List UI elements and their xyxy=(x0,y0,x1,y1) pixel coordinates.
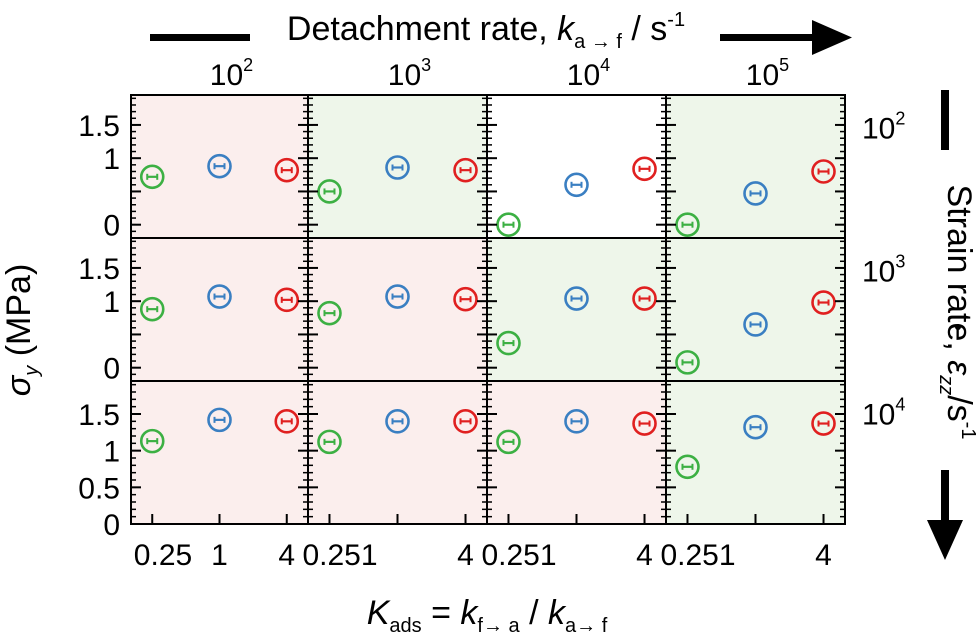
y-tick-label: 1.5 xyxy=(78,110,120,143)
data-point-red xyxy=(811,411,836,436)
data-point-red xyxy=(274,287,300,313)
panel-background-r2-c0 xyxy=(131,381,308,524)
data-point-red xyxy=(453,157,478,183)
data-point-red xyxy=(632,156,657,182)
data-point-red xyxy=(811,290,836,315)
top-tick-label: 105 xyxy=(746,55,789,92)
panel-background-r2-c1 xyxy=(308,381,487,524)
data-point-blue xyxy=(743,181,768,206)
y-tick-label: 0.5 xyxy=(78,472,120,505)
top-arrow-tail xyxy=(150,34,250,41)
panel-grid xyxy=(130,94,846,525)
data-point-blue xyxy=(564,286,589,311)
data-point-green xyxy=(139,428,165,454)
x-tick-label: 4 xyxy=(815,539,832,572)
top-tick-label: 102 xyxy=(210,55,253,92)
right-tick-label: 104 xyxy=(862,395,905,432)
strain-rate-dot xyxy=(955,324,961,330)
data-point-red xyxy=(274,409,300,434)
data-point-green xyxy=(675,454,700,480)
data-point-green xyxy=(675,350,700,375)
data-point-green xyxy=(139,296,165,322)
down-arrow-shaft xyxy=(941,470,949,530)
right-axis-label: Strain rate, εzz/s-1 xyxy=(935,185,978,440)
data-point-green xyxy=(496,429,521,455)
y-tick-label: 0 xyxy=(103,509,120,542)
data-point-green xyxy=(675,212,700,237)
panel-background-r2-c2 xyxy=(487,381,666,524)
y-tick-label: 0 xyxy=(103,210,120,243)
y-tick-label: 1 xyxy=(103,436,120,469)
data-point-green xyxy=(317,179,342,204)
right-tick-label: 102 xyxy=(862,109,905,146)
data-point-blue xyxy=(743,414,768,440)
data-point-green xyxy=(496,212,521,237)
top-arrow-shaft xyxy=(720,34,820,41)
x-tick-label: 4 xyxy=(278,539,295,572)
right-axis-title: Strain rate, εzz/s-1 xyxy=(927,90,978,560)
data-point-green xyxy=(496,330,521,356)
data-point-blue xyxy=(385,409,410,434)
panel-background-r1-c0 xyxy=(131,238,308,381)
x-tick-label: 4 xyxy=(457,539,474,572)
y-tick-label: 1 xyxy=(103,286,120,319)
data-point-green xyxy=(139,164,165,190)
x-tick-label: 4 xyxy=(636,539,653,572)
data-point-red xyxy=(811,159,836,184)
y-tick-label: 1.5 xyxy=(78,253,120,286)
panel-background-r1-c1 xyxy=(308,238,487,381)
data-point-blue xyxy=(385,284,410,309)
data-point-red xyxy=(632,286,657,311)
data-point-green xyxy=(317,429,342,455)
x-tick-label: 0.25 xyxy=(134,539,192,572)
data-point-blue xyxy=(564,172,589,198)
x-tick-label: 0.251 xyxy=(302,539,377,572)
data-point-red xyxy=(274,157,300,183)
top-tick-label: 103 xyxy=(388,55,431,92)
top-axis-label: Detachment rate, ka → f / s-1 xyxy=(287,9,685,53)
data-point-blue xyxy=(207,284,232,309)
right-tick-label: 103 xyxy=(862,252,905,289)
data-point-red xyxy=(453,286,478,312)
x-tick-label: 0.251 xyxy=(660,539,735,572)
top-tick-label: 104 xyxy=(567,55,610,92)
y-tick-label: 0 xyxy=(103,353,120,386)
right-arrow-icon xyxy=(812,20,852,55)
data-point-blue xyxy=(207,407,232,433)
top-axis-title: Detachment rate, ka → f / s-1 xyxy=(150,9,852,55)
data-point-red xyxy=(453,409,478,434)
left-axis-label: σy (MPa) xyxy=(0,264,43,397)
data-point-blue xyxy=(564,409,589,434)
x-tick-label: 0.251 xyxy=(481,539,556,572)
down-arrow-icon xyxy=(927,520,963,560)
y-tick-label: 1 xyxy=(103,143,120,176)
data-point-red xyxy=(632,411,657,436)
data-marks xyxy=(139,153,836,480)
data-point-green xyxy=(317,300,342,326)
data-point-blue xyxy=(743,312,768,337)
right-arrow-tail xyxy=(941,90,949,150)
data-point-blue xyxy=(385,155,410,180)
panel-background-r2-c3 xyxy=(666,381,845,524)
x-tick-label: 1 xyxy=(211,539,228,572)
data-point-blue xyxy=(207,153,232,179)
y-tick-label: 1.5 xyxy=(78,399,120,432)
bottom-axis-label: Kads = kf→ a / ka→ f xyxy=(367,594,608,637)
